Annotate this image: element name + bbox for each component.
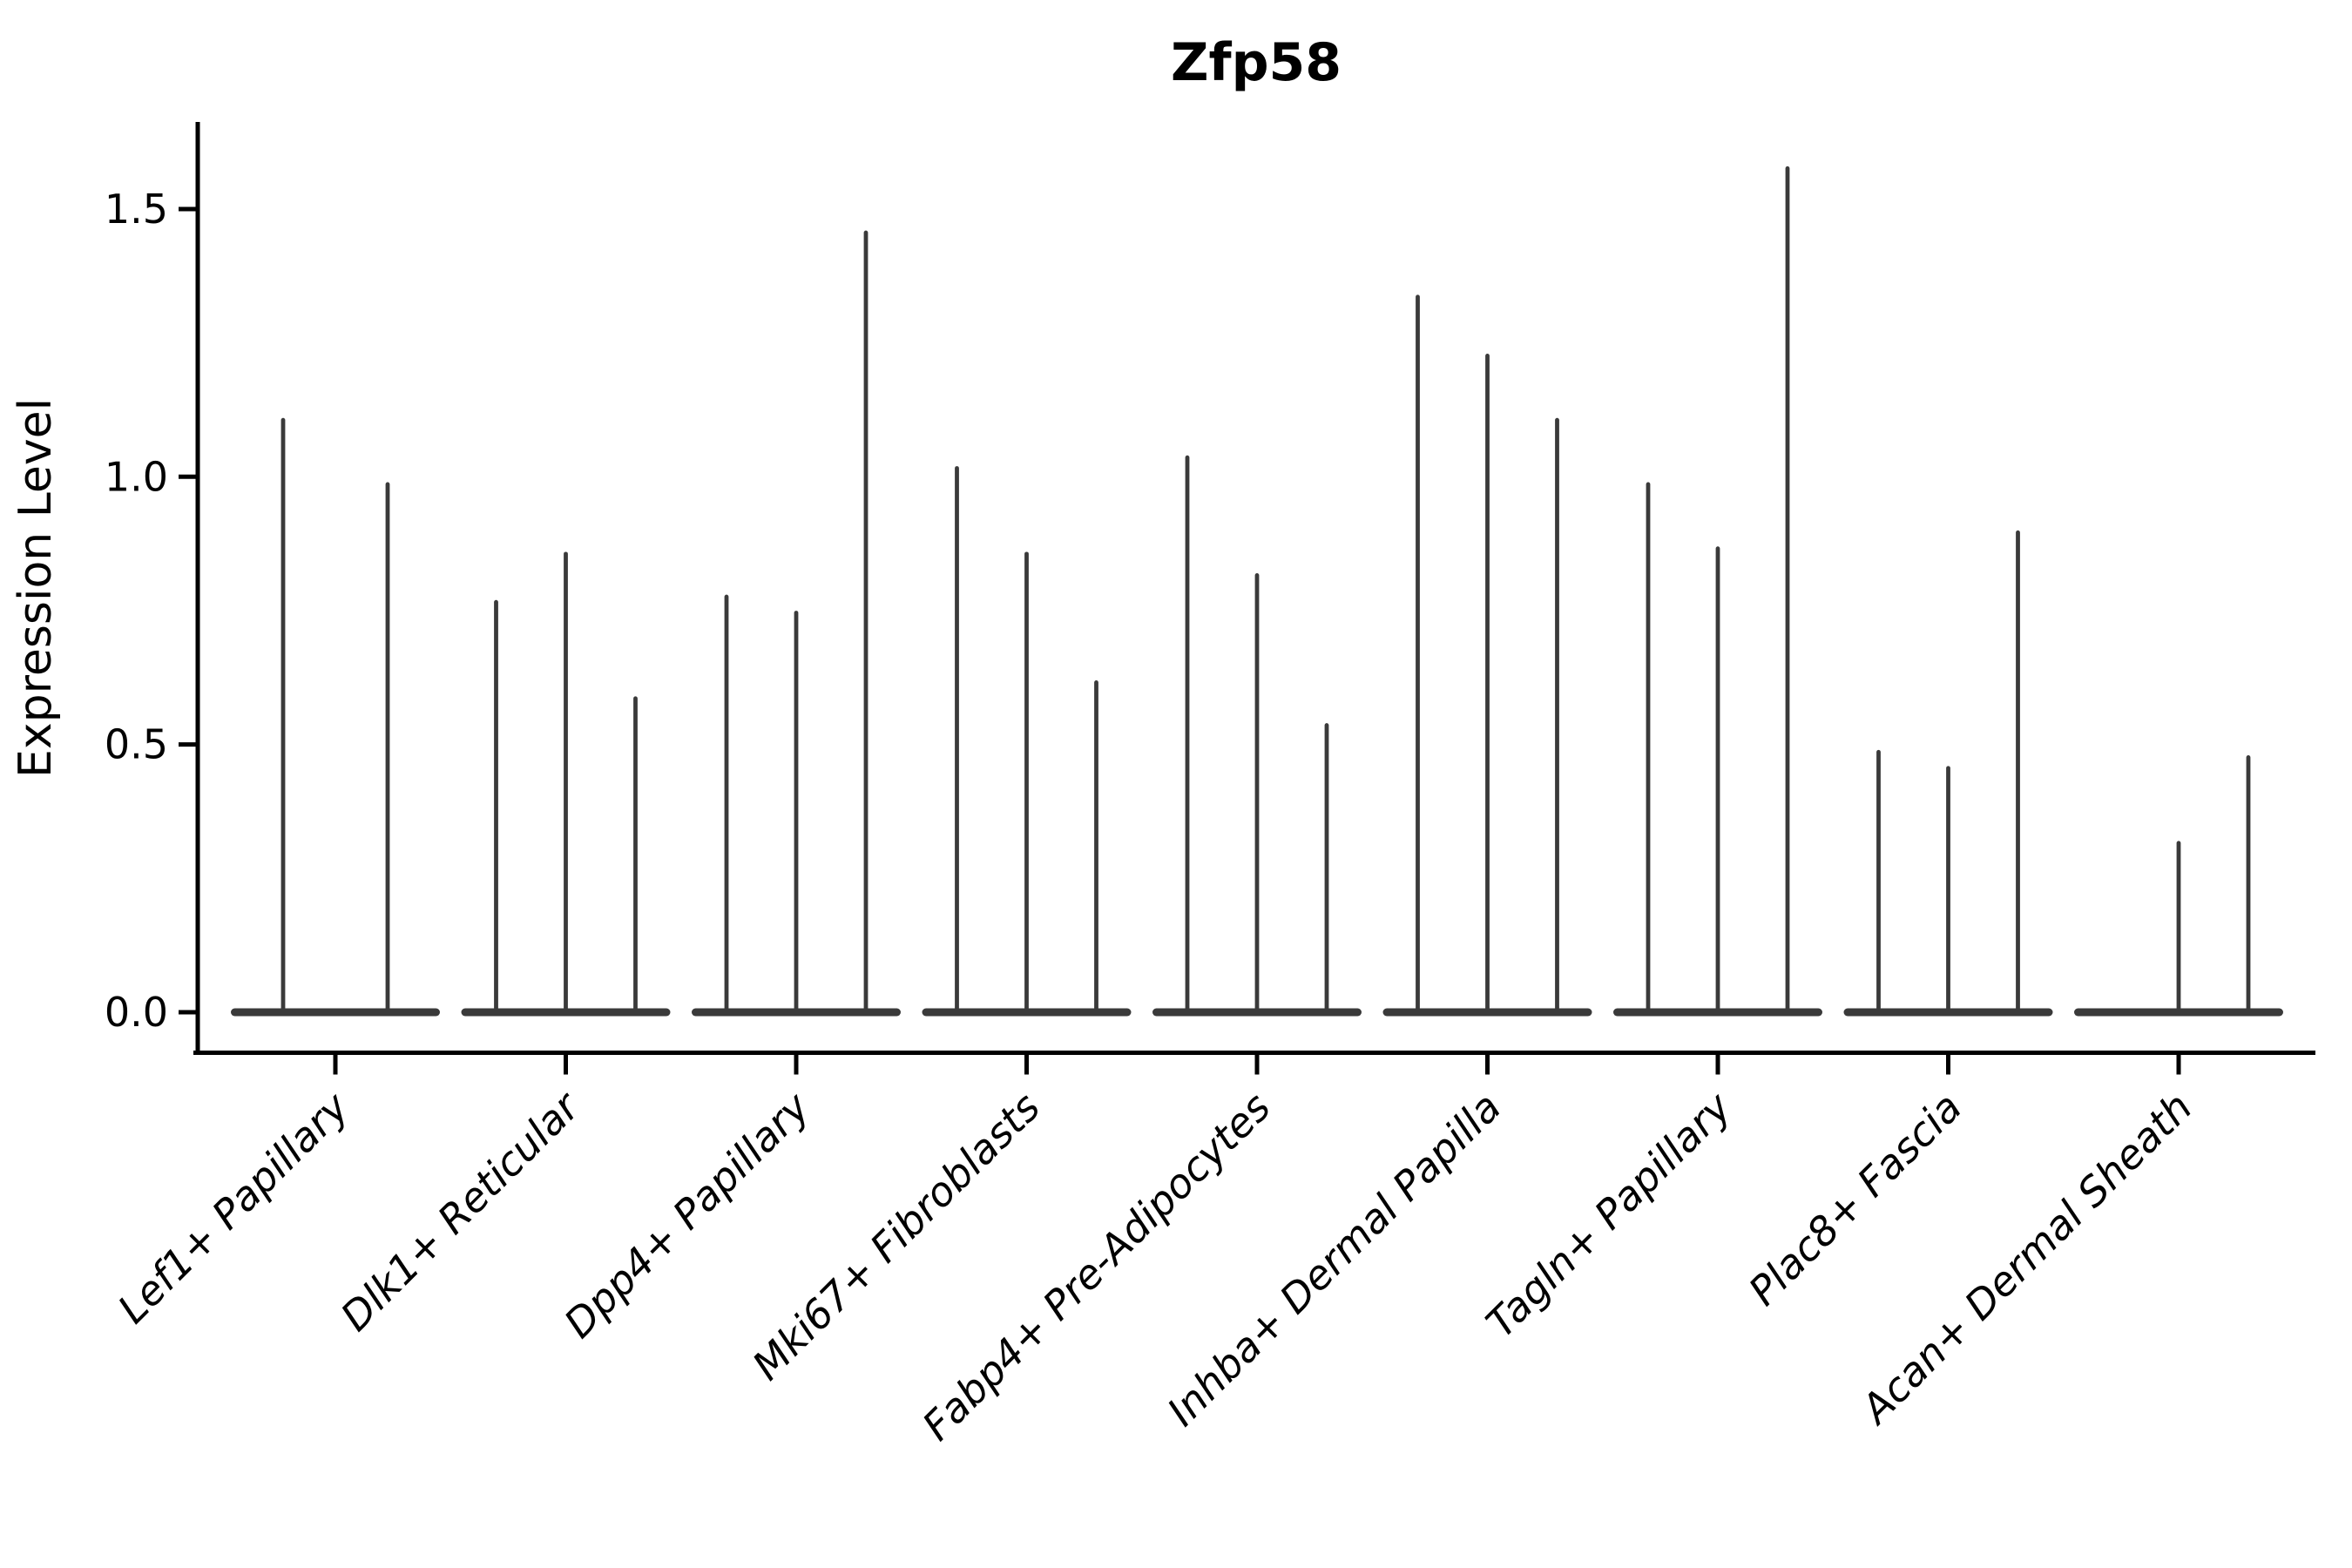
violin-cluster — [461, 551, 671, 1017]
x-tick-label: Dpp4+ Papillary — [555, 1083, 819, 1347]
violin-cluster — [1613, 166, 1822, 1017]
x-tick-label: Tagln+ Papillary — [1477, 1083, 1740, 1347]
violin-cluster — [1843, 530, 2053, 1017]
violins-layer — [231, 166, 2283, 1017]
plot-title: Zfp58 — [1171, 32, 1342, 93]
y-tick-label: 1.5 — [105, 186, 168, 233]
violin-cluster — [231, 417, 440, 1017]
violin-cluster — [1382, 294, 1592, 1017]
x-tick-label: Plac8+ Fascia — [1740, 1084, 1970, 1315]
axes-layer — [193, 122, 2315, 1055]
x-tick-label: Lef1+ Papillary — [109, 1083, 358, 1332]
y-tick-label: 1.0 — [105, 453, 168, 500]
x-tick-label: Dlk1+ Reticular — [332, 1081, 591, 1340]
violin-cluster — [922, 466, 1132, 1017]
violin-cluster — [1152, 455, 1362, 1017]
violin-cluster — [2074, 755, 2283, 1017]
violin-baseline — [231, 1008, 440, 1017]
y-tick-label: 0.5 — [105, 721, 168, 768]
y-tick-label: 0.0 — [105, 989, 168, 1036]
violin-cluster — [692, 230, 901, 1017]
y-axis-label: Expression Level — [10, 398, 62, 778]
